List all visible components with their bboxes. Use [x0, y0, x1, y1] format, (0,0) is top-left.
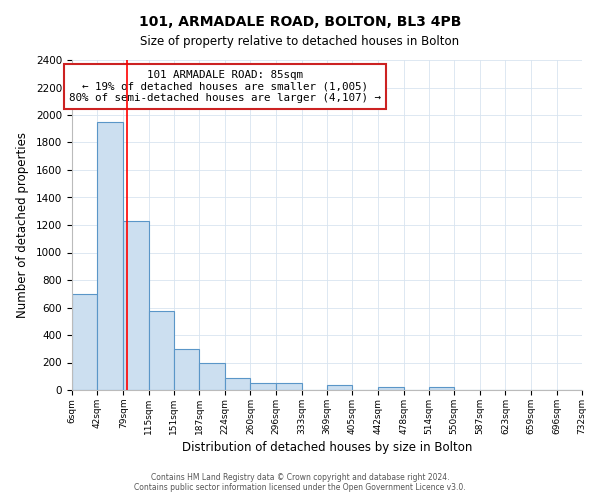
Bar — [327, 384, 352, 390]
Bar — [250, 383, 276, 390]
Bar — [123, 221, 149, 390]
Bar — [276, 383, 302, 390]
Text: 101 ARMADALE ROAD: 85sqm
← 19% of detached houses are smaller (1,005)
80% of sem: 101 ARMADALE ROAD: 85sqm ← 19% of detach… — [69, 70, 381, 103]
Bar — [429, 387, 454, 390]
Bar — [378, 387, 404, 390]
Bar — [225, 378, 250, 390]
Text: Size of property relative to detached houses in Bolton: Size of property relative to detached ho… — [140, 35, 460, 48]
Bar — [72, 294, 97, 390]
X-axis label: Distribution of detached houses by size in Bolton: Distribution of detached houses by size … — [182, 441, 472, 454]
Bar — [199, 362, 225, 390]
Text: 101, ARMADALE ROAD, BOLTON, BL3 4PB: 101, ARMADALE ROAD, BOLTON, BL3 4PB — [139, 15, 461, 29]
Text: Contains HM Land Registry data © Crown copyright and database right 2024.
Contai: Contains HM Land Registry data © Crown c… — [134, 473, 466, 492]
Bar — [174, 349, 199, 390]
Y-axis label: Number of detached properties: Number of detached properties — [16, 132, 29, 318]
Bar — [97, 122, 123, 390]
Bar — [149, 311, 174, 390]
